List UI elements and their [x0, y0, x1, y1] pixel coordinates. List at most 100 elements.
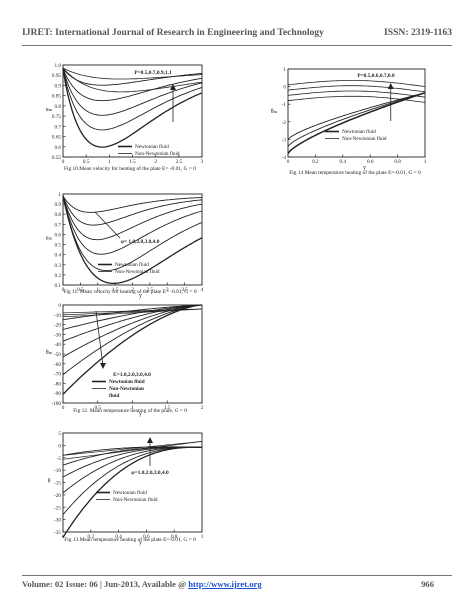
annotation-text: φ= 1.0,2.0,3.0,4.0: [121, 239, 160, 245]
velocity-curve: [62, 67, 203, 148]
y-tick-label: 1: [283, 67, 286, 73]
x-tick-label: 1.5: [112, 287, 119, 293]
velocity-curve: [62, 195, 203, 241]
x-tick-label: 0.5: [95, 405, 102, 411]
page-number: 966: [421, 579, 434, 589]
y-tick-label: 1: [58, 192, 61, 198]
x-axis-label: y: [139, 411, 142, 417]
footer-volume-text: Volume: 02 Issue: 06 | Jun-2013, Availab…: [22, 579, 189, 589]
y-tick-label: -2: [282, 120, 287, 126]
y-tick-label: 5: [58, 431, 61, 437]
y-tick-label: 0.1: [55, 283, 62, 289]
temperature-curve-lower: [287, 92, 426, 154]
y-tick-label: 0: [58, 443, 61, 449]
legend-label-0: Newtonian fluid: [135, 143, 169, 150]
velocity-curve: [62, 67, 203, 131]
y-tick-label: -80: [54, 381, 61, 387]
y-tick-label: 0.2: [55, 273, 62, 279]
y-tick-label: -35: [54, 530, 61, 536]
x-tick-label: 4: [201, 287, 204, 293]
y-tick-label: 0.75: [52, 114, 61, 120]
x-tick-label: 3: [166, 287, 169, 293]
velocity-curve: [62, 195, 203, 285]
x-tick-label: 1: [96, 287, 99, 293]
footer-volume: Volume: 02 Issue: 06 | Jun-2013, Availab…: [22, 579, 262, 589]
annotation-arrowhead: [170, 84, 176, 90]
temperature-curve-thin: [62, 441, 203, 460]
temperature-curve-upper: [287, 85, 426, 93]
y-tick-label: 0: [58, 303, 61, 309]
temperature-curve: [62, 304, 203, 358]
x-tick-label: 2: [131, 287, 134, 293]
velocity-curve: [62, 195, 203, 255]
annotation-text: E=1.0,2.0,3.0,4.0: [113, 372, 151, 378]
x-axis-label: y: [139, 293, 142, 299]
y-axis-label: uₘ: [46, 236, 53, 242]
annotation-text: P=0.5,0.6,0.7,0.8: [357, 73, 395, 79]
y-axis-label: uₘ: [46, 107, 53, 113]
x-tick-label: 0: [62, 287, 65, 293]
temperature-curve: [62, 304, 203, 330]
annotation-arrow: [95, 310, 104, 367]
legend-label-4: Non-Newtonian fluid: [342, 135, 387, 142]
x-tick-label: 2.5: [176, 159, 183, 165]
temperature-curve-lower: [287, 92, 426, 140]
x-tick-label: 3: [201, 159, 204, 165]
y-tick-label: -15: [54, 481, 61, 487]
y-tick-label: 0.9: [55, 202, 62, 208]
annotation-text: P=0.5,0.7,0.9,1.1: [134, 70, 172, 76]
x-tick-label: 0.2: [88, 534, 95, 540]
legend-label-2: Newtonian fluid: [109, 379, 145, 385]
y-tick-label: 0.7: [55, 222, 62, 228]
temperature-curve: [62, 446, 203, 515]
figure-caption: Fig 11. Mean velocity for heating of the…: [63, 288, 196, 295]
x-tick-label: 1: [201, 534, 204, 540]
y-axis-label: θ: [48, 479, 51, 485]
y-tick-label: -10: [54, 313, 61, 319]
journal-link[interactable]: http://www.ijret.org: [188, 579, 262, 589]
issn: ISSN: 2319-1163: [384, 27, 452, 38]
y-tick-label: -90: [54, 391, 61, 397]
temperature-curve: [62, 446, 203, 538]
x-tick-label: 1: [108, 159, 111, 165]
x-tick-label: 0.4: [340, 159, 347, 165]
figure-caption: Fig 12. Mean temperature heating of the …: [73, 407, 187, 414]
legend-label-3: Non-Newtonian fluid: [113, 496, 158, 503]
x-tick-label: 3.5: [181, 287, 188, 293]
y-tick-label: -25: [54, 505, 61, 511]
annotation-arrowhead: [100, 363, 106, 369]
y-tick-label: 0.95: [52, 73, 61, 79]
header-rule: [22, 45, 452, 46]
velocity-curve-alt: [62, 67, 203, 93]
y-tick-label: 0.8: [55, 104, 62, 110]
footer-rule: [22, 575, 452, 576]
plot-frame-4: [287, 68, 426, 158]
journal-title: IJRET: International Journal of Research…: [22, 27, 324, 38]
y-axis-label: θₘ: [46, 350, 53, 356]
y-tick-label: -20: [54, 323, 61, 329]
temperature-curve-thin: [62, 308, 203, 318]
temperature-curve-thin: [62, 441, 203, 456]
y-tick-label: -30: [54, 332, 61, 338]
y-tick-label: 0.85: [52, 94, 61, 100]
y-tick-label: -100: [51, 401, 61, 407]
figure-caption: Fig 14 Mean temperature heating of the p…: [289, 169, 421, 176]
x-tick-label: 0.6: [367, 159, 374, 165]
y-tick-label: -40: [54, 342, 61, 348]
y-tick-label: 0.3: [55, 263, 62, 269]
y-tick-label: -3: [282, 137, 287, 143]
x-tick-label: 1.5: [164, 405, 171, 411]
y-tick-label: 0: [283, 85, 286, 91]
legend-label-4: Newtonian fluid: [342, 128, 376, 135]
legend-label-1: Newtonian fluid: [115, 261, 149, 268]
page-header: IJRET: International Journal of Research…: [22, 27, 452, 41]
annotation-arrowhead: [147, 437, 153, 443]
y-tick-label: 0.65: [52, 135, 61, 141]
legend-label-2: Non-Newtonian: [109, 386, 144, 392]
x-tick-label: 2.5: [147, 287, 154, 293]
y-tick-label: 0.4: [55, 253, 62, 259]
legend-label-3: Newtonian fluid: [113, 489, 147, 496]
y-tick-label: 0.5: [55, 243, 62, 249]
y-tick-label: -4: [282, 155, 287, 161]
